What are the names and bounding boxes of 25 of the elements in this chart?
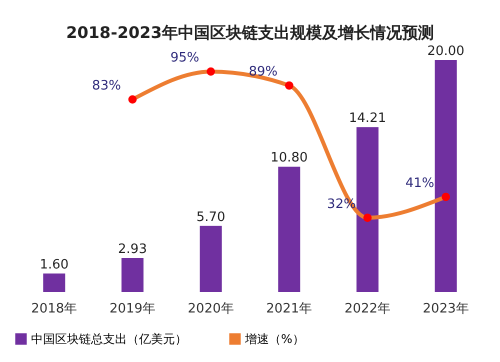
data-label: 1.60 (40, 257, 69, 272)
data-label: 2.93 (118, 242, 147, 258)
x-tick-label: 2019年 (109, 302, 156, 316)
data-label: 5.70 (196, 210, 226, 225)
bar (278, 166, 300, 292)
data-label: 95% (170, 50, 200, 66)
chart-title: 2018-2023年中国区块链支出规模及增长情况预测 (66, 23, 434, 42)
data-label: 20.00 (427, 44, 464, 59)
bar (43, 273, 66, 292)
bar (356, 127, 378, 292)
data-label: 14.21 (348, 111, 386, 126)
data-label: 41% (405, 176, 434, 191)
bar (434, 60, 457, 292)
data-label: 83% (92, 78, 121, 94)
data-label: 10.80 (270, 150, 308, 166)
x-tick-label: 2022年 (344, 302, 391, 316)
x-tick-label: 2021年 (266, 302, 312, 316)
bar (122, 258, 144, 292)
legend-label: 增速（%） (244, 332, 304, 346)
data-label: 89% (248, 64, 278, 80)
x-tick-label: 2018年 (31, 302, 78, 316)
x-tick-label: 2020年 (188, 302, 234, 316)
x-tick-label: 2023年 (422, 302, 469, 316)
bar (200, 226, 222, 292)
legend-label: 中国区块链总支出（亿美元） (31, 332, 187, 346)
